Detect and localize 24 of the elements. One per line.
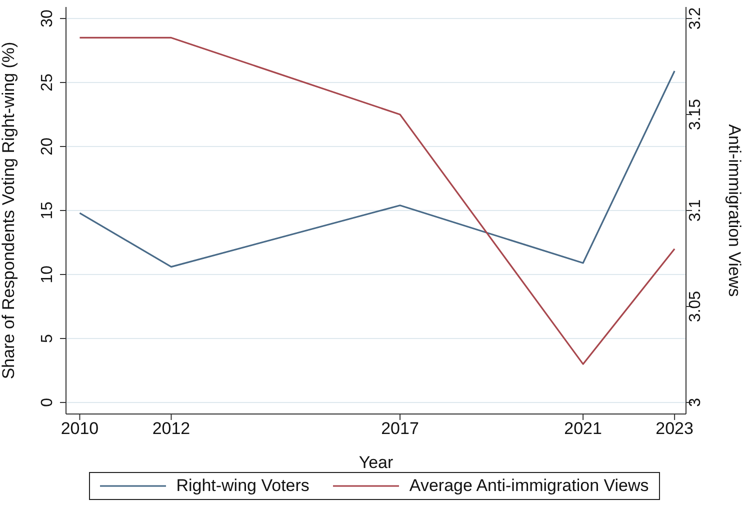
x-tick-label: 2012: [152, 419, 190, 438]
y2-tick-label: 3: [687, 398, 704, 407]
y2-axis-title: Anti-immigration Views: [724, 124, 744, 297]
y2-tick-label: 3.1: [687, 199, 704, 222]
line-series: [78, 70, 676, 268]
y-tick-label: 10: [39, 265, 56, 284]
y2-tick-label: 3.15: [687, 98, 704, 130]
y-tick-label: 30: [39, 10, 56, 28]
line-series: [78, 36, 676, 365]
y-tick-label: 25: [39, 74, 56, 92]
x-tick-label: 2017: [381, 419, 419, 438]
y-axis-title: Share of Respondents Voting Right-wing (%): [0, 42, 18, 380]
y-tick-label: 20: [39, 138, 56, 156]
y-tick-label: 15: [39, 202, 56, 220]
x-tick-label: 2010: [60, 419, 99, 438]
y-tick-label: 5: [39, 334, 56, 343]
y2-tick-label: 3.05: [687, 290, 704, 322]
x-tick-label: 2021: [564, 419, 602, 438]
x-tick-label: 2023: [656, 419, 694, 438]
y2-tick-label: 3.2: [687, 7, 704, 30]
y-tick-label: 0: [39, 398, 56, 407]
legend-label: Right-wing Voters: [176, 476, 310, 496]
x-axis-title: Year: [358, 453, 394, 472]
legend-label: Average Anti-immigration Views: [409, 476, 649, 496]
